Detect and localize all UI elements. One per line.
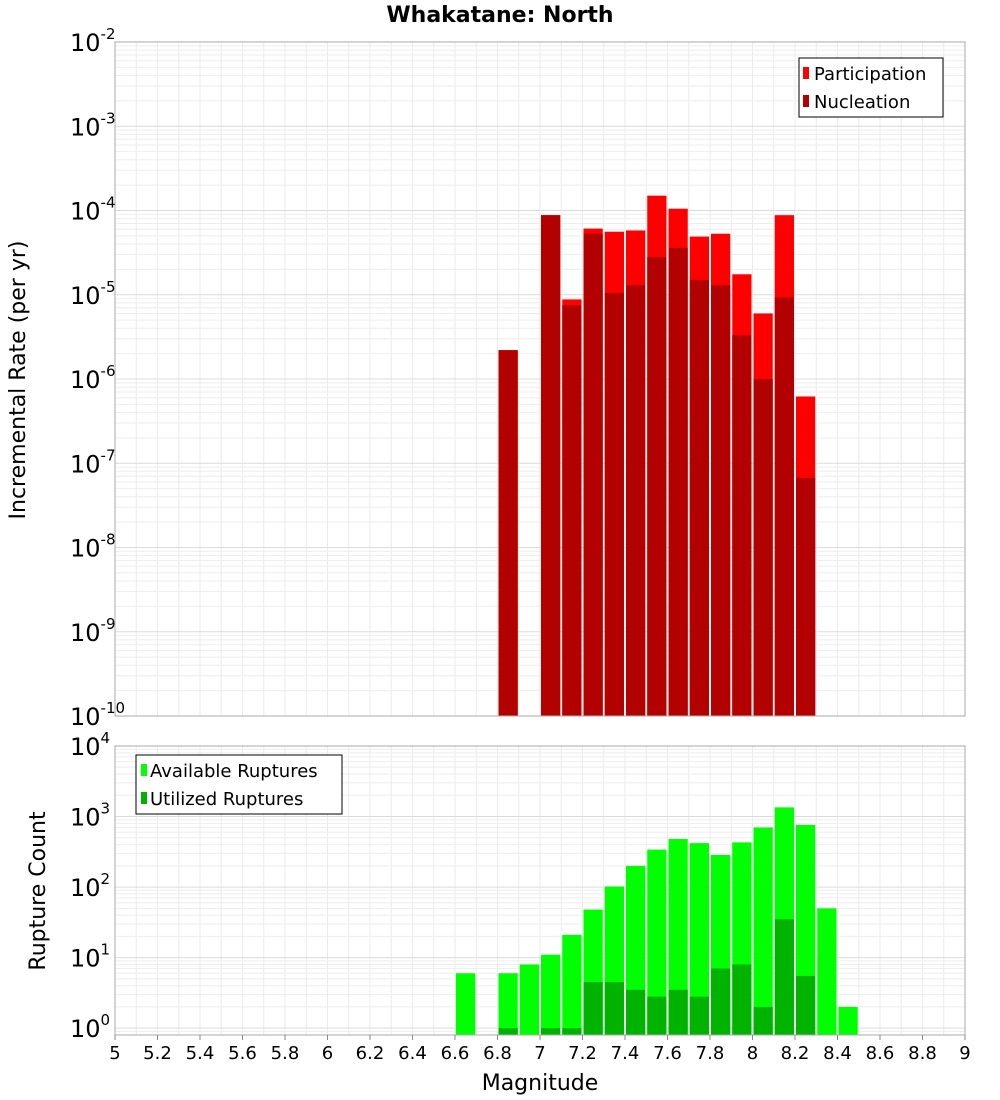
- bottom-bar-utilized-ruptures: [626, 989, 646, 1035]
- chart-title: Whakatane: North: [386, 3, 613, 28]
- legend-label-participation: Participation: [814, 64, 926, 85]
- bottom-bar-utilized-ruptures: [498, 1028, 518, 1035]
- legend-swatch-nucleation: [803, 95, 809, 107]
- x-tick-label: 8.4: [823, 1043, 852, 1064]
- bottom-bar-available-ruptures: [498, 973, 518, 1035]
- top-bar-nucleation: [604, 292, 624, 716]
- bottom-bar-utilized-ruptures: [647, 996, 667, 1035]
- top-y-tick-label: 10-5: [70, 278, 116, 310]
- bottom-bar-available-ruptures: [562, 934, 582, 1035]
- legend-swatch-participation: [803, 67, 809, 79]
- legend-label-available: Available Ruptures: [150, 761, 318, 782]
- top-plot-frame: [114, 41, 966, 717]
- x-tick-label: 7.2: [568, 1043, 597, 1064]
- x-tick-label: 8.2: [781, 1043, 810, 1064]
- top-bar-nucleation: [562, 305, 582, 716]
- bottom-bar-available-ruptures: [647, 849, 667, 1035]
- bottom-bar-available-ruptures: [753, 827, 773, 1035]
- top-y-tick-label: 10-6: [70, 362, 116, 394]
- bottom-bar-utilized-ruptures: [583, 982, 603, 1035]
- top-plot-bars: [498, 195, 816, 717]
- top-bar-nucleation: [689, 279, 709, 716]
- top-y-tick-label: 10-9: [70, 615, 116, 647]
- x-tick-label: 9: [959, 1043, 970, 1064]
- bottom-plot-grid: [114, 745, 966, 1036]
- bottom-y-tick-label: 101: [70, 941, 110, 973]
- bottom-bar-utilized-ruptures: [562, 1028, 582, 1035]
- top-legend-box: [798, 57, 944, 118]
- top-y-tick-label: 10-7: [70, 446, 116, 478]
- bottom-y-tick-label: 103: [70, 800, 110, 832]
- top-plot-grid: [114, 41, 966, 717]
- x-tick-label: 6: [322, 1043, 333, 1064]
- top-y-tick-label: 10-4: [70, 194, 116, 226]
- x-tick-label: 7.4: [611, 1043, 640, 1064]
- top-bar-nucleation: [732, 335, 752, 716]
- top-bar-nucleation: [498, 350, 518, 716]
- x-tick-label: 6.2: [356, 1043, 385, 1064]
- x-tick-labels: 5 5.2 5.4 5.6 5.8 6 6.2 6.4 6.6 6.8 7 7.2 7.4 7.6 7.8 8…: [109, 1035, 971, 1064]
- bottom-bar-utilized-ruptures: [796, 975, 816, 1035]
- bottom-bar-utilized-ruptures: [541, 1028, 561, 1035]
- top-y-tick-label: 10-3: [70, 109, 116, 141]
- bottom-y-axis-label: Rupture Count: [26, 811, 51, 971]
- top-y-tick-label: 10-2: [70, 25, 116, 57]
- x-tick-label: 6.6: [441, 1043, 470, 1064]
- bottom-plot-bars: [456, 807, 858, 1035]
- bottom-legend: Available Ruptures Utilized Ruptures: [135, 754, 343, 815]
- x-tick-label: 5.4: [186, 1043, 215, 1064]
- x-tick-label: 8: [747, 1043, 758, 1064]
- bottom-bar-utilized-ruptures: [604, 982, 624, 1035]
- legend-label-utilized: Utilized Ruptures: [150, 789, 303, 810]
- legend-swatch-utilized: [141, 792, 147, 804]
- x-tick-label: 8.8: [908, 1043, 937, 1064]
- top-bar-nucleation: [583, 233, 603, 717]
- top-bar-nucleation: [668, 247, 688, 716]
- legend-label-nucleation: Nucleation: [814, 92, 910, 113]
- legend-swatch-available: [141, 764, 147, 776]
- x-tick-label: 7.8: [696, 1043, 725, 1064]
- top-legend: Participation Nucleation: [798, 57, 944, 118]
- x-tick-label: 7: [534, 1043, 545, 1064]
- top-y-tick-label: 10-8: [70, 531, 116, 563]
- bottom-y-tick-label: 104: [70, 729, 110, 761]
- bottom-y-tick-labels: 100 101 102 103 104: [70, 729, 110, 1043]
- x-tick-label: 8.6: [866, 1043, 895, 1064]
- bottom-bar-available-ruptures: [838, 1006, 858, 1035]
- bottom-y-tick-label: 100: [70, 1011, 110, 1043]
- bottom-bar-available-ruptures: [519, 964, 539, 1035]
- x-tick-label: 7.6: [653, 1043, 682, 1064]
- top-bar-nucleation: [626, 285, 646, 716]
- x-tick-label: 5.2: [143, 1043, 172, 1064]
- top-bar-nucleation: [711, 285, 731, 716]
- bottom-bar-available-ruptures: [456, 973, 476, 1035]
- bottom-bar-utilized-ruptures: [668, 989, 688, 1035]
- bottom-bar-utilized-ruptures: [711, 968, 731, 1035]
- bottom-bar-utilized-ruptures: [732, 964, 752, 1035]
- x-tick-label: 5.8: [271, 1043, 300, 1064]
- top-bar-nucleation: [647, 257, 667, 716]
- x-tick-label: 6.8: [483, 1043, 512, 1064]
- bottom-bar-utilized-ruptures: [774, 919, 794, 1035]
- top-bar-nucleation: [753, 379, 773, 716]
- x-tick-label: 5: [109, 1043, 120, 1064]
- top-bar-nucleation: [796, 477, 816, 716]
- bottom-y-tick-label: 102: [70, 870, 110, 902]
- bottom-legend-box: [135, 754, 343, 815]
- bottom-bar-utilized-ruptures: [753, 1006, 773, 1035]
- bottom-bar-available-ruptures: [689, 843, 709, 1035]
- top-bar-nucleation: [774, 297, 794, 716]
- bottom-bar-utilized-ruptures: [689, 996, 709, 1035]
- top-y-axis-label: Incremental Rate (per yr): [6, 241, 31, 520]
- top-y-tick-labels: 10-10 10-9 10-8 10-7 10-6 10-5 10-4 10-3 10-2: [70, 25, 125, 731]
- x-tick-label: 6.4: [398, 1043, 427, 1064]
- x-tick-label: 5.6: [228, 1043, 257, 1064]
- top-bar-nucleation: [541, 215, 561, 716]
- bottom-bar-available-ruptures: [668, 839, 688, 1035]
- x-axis-label: Magnitude: [482, 1071, 599, 1096]
- bottom-bar-available-ruptures: [817, 908, 837, 1035]
- bottom-bar-available-ruptures: [541, 954, 561, 1035]
- top-y-tick-label: 10-10: [70, 699, 125, 731]
